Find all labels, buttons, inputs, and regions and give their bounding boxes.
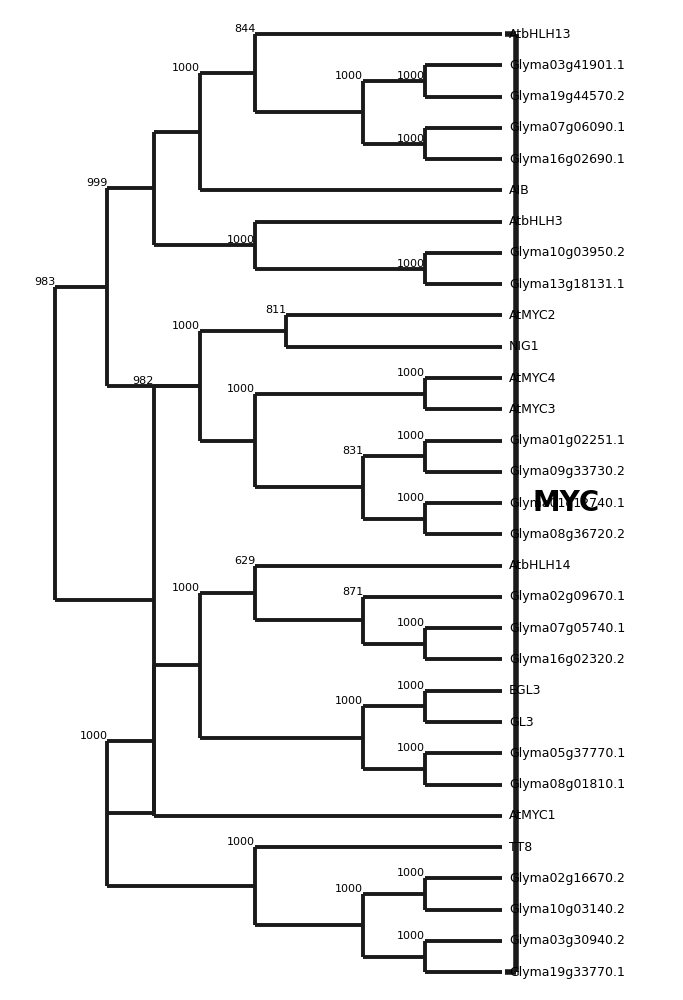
Text: 1000: 1000 (227, 384, 255, 394)
Text: Glyma09g33730.2: Glyma09g33730.2 (509, 465, 625, 478)
Text: 1000: 1000 (335, 71, 363, 81)
Text: Glyma02g16670.2: Glyma02g16670.2 (509, 872, 625, 885)
Text: AtMYC1: AtMYC1 (509, 809, 557, 822)
Text: 1000: 1000 (397, 259, 425, 269)
Text: GL3: GL3 (509, 716, 533, 729)
Text: 1000: 1000 (397, 493, 425, 503)
Text: Glyma01g12740.1: Glyma01g12740.1 (509, 497, 625, 510)
Text: AtMYC3: AtMYC3 (509, 403, 557, 416)
Text: AIB: AIB (509, 184, 530, 197)
Text: 982: 982 (133, 376, 154, 386)
Text: Glyma07g05740.1: Glyma07g05740.1 (509, 622, 625, 635)
Text: 811: 811 (265, 305, 286, 315)
Text: 1000: 1000 (79, 731, 107, 741)
Text: AtMYC2: AtMYC2 (509, 309, 557, 322)
Text: 629: 629 (234, 556, 255, 566)
Text: Glyma16g02690.1: Glyma16g02690.1 (509, 153, 625, 166)
Text: 1000: 1000 (227, 837, 255, 847)
Text: 1000: 1000 (397, 868, 425, 878)
Text: AtbHLH3: AtbHLH3 (509, 215, 563, 228)
Text: 844: 844 (234, 24, 255, 34)
Text: 1000: 1000 (397, 431, 425, 441)
Text: 831: 831 (342, 446, 363, 456)
Text: Glyma13g18131.1: Glyma13g18131.1 (509, 278, 625, 291)
Text: Glyma10g03950.2: Glyma10g03950.2 (509, 246, 625, 259)
Text: Glyma16g02320.2: Glyma16g02320.2 (509, 653, 625, 666)
Text: Glyma10g03140.2: Glyma10g03140.2 (509, 903, 625, 916)
Text: 1000: 1000 (397, 134, 425, 144)
Text: Glyma03g30940.2: Glyma03g30940.2 (509, 934, 625, 947)
Text: 1000: 1000 (172, 583, 200, 593)
Text: 999: 999 (86, 178, 107, 188)
Text: Glyma01g02251.1: Glyma01g02251.1 (509, 434, 625, 447)
Text: 1000: 1000 (172, 321, 200, 331)
Text: MYC: MYC (533, 489, 600, 517)
Text: Glyma19g44570.2: Glyma19g44570.2 (509, 90, 625, 103)
Text: NIG1: NIG1 (509, 340, 540, 353)
Text: 1000: 1000 (397, 368, 425, 378)
Text: 1000: 1000 (172, 63, 200, 73)
Text: AtbHLH13: AtbHLH13 (509, 28, 572, 41)
Text: Glyma19g33770.1: Glyma19g33770.1 (509, 966, 625, 979)
Text: 1000: 1000 (335, 884, 363, 894)
Text: Glyma08g36720.2: Glyma08g36720.2 (509, 528, 625, 541)
Text: EGL3: EGL3 (509, 684, 542, 697)
Text: AtbHLH14: AtbHLH14 (509, 559, 572, 572)
Text: 871: 871 (342, 587, 363, 597)
Text: 1000: 1000 (397, 71, 425, 81)
Text: 1000: 1000 (227, 235, 255, 245)
Text: Glyma02g09670.1: Glyma02g09670.1 (509, 590, 625, 603)
Text: Glyma08g01810.1: Glyma08g01810.1 (509, 778, 625, 791)
Text: Glyma07g06090.1: Glyma07g06090.1 (509, 121, 625, 134)
Text: 1000: 1000 (397, 618, 425, 628)
Text: 1000: 1000 (397, 743, 425, 753)
Text: TT8: TT8 (509, 841, 532, 854)
Text: 983: 983 (34, 277, 55, 287)
Text: Glyma03g41901.1: Glyma03g41901.1 (509, 59, 625, 72)
Text: 1000: 1000 (397, 931, 425, 941)
Text: Glyma05g37770.1: Glyma05g37770.1 (509, 747, 625, 760)
Text: 1000: 1000 (335, 696, 363, 706)
Text: 1000: 1000 (397, 681, 425, 691)
Text: AtMYC4: AtMYC4 (509, 372, 557, 385)
